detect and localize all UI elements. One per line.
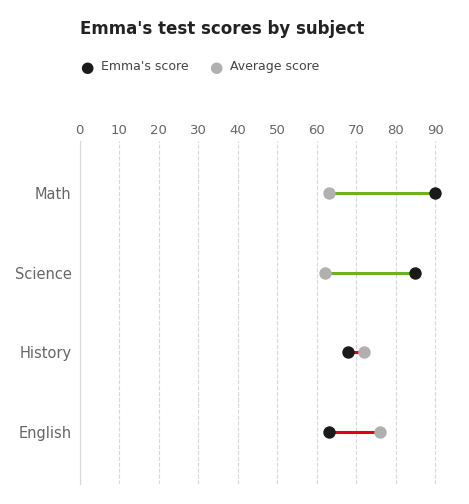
Text: ●: ● — [80, 60, 93, 76]
Text: ●: ● — [209, 60, 222, 76]
Point — [376, 428, 384, 436]
Point — [412, 269, 419, 277]
Point — [431, 189, 439, 197]
Point — [321, 269, 328, 277]
Text: Emma's test scores by subject: Emma's test scores by subject — [80, 20, 364, 38]
Text: Emma's score: Emma's score — [101, 60, 189, 74]
Text: Average score: Average score — [230, 60, 319, 74]
Point — [325, 428, 333, 436]
Point — [325, 189, 333, 197]
Point — [360, 348, 368, 356]
Point — [345, 348, 352, 356]
